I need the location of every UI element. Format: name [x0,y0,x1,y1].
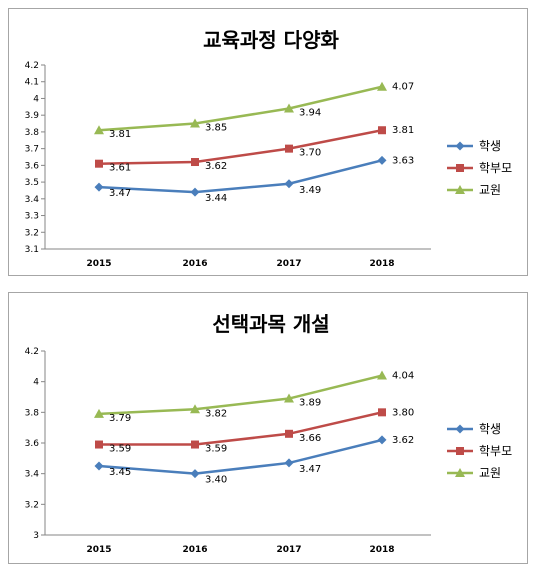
legend-marker-학생 [455,424,465,434]
data-point-교원 [190,118,200,128]
data-label-교원: 3.89 [299,398,321,409]
y-tick-label: 3.6 [25,439,40,449]
data-label-학생: 3.63 [392,155,414,166]
x-tick-label: 2018 [369,545,394,555]
data-point-학생 [94,182,104,192]
data-point-학부모 [378,408,386,417]
y-tick-label: 3.4 [25,470,40,480]
legend-entry-학생: 학생 [479,422,501,436]
chart-panel-elective-courses: 선택과목 개설 3 3.2 3.4 3.6 3.8 4 4.2 2015 2016 2017 2018… [8,292,528,564]
data-point-교원 [377,370,387,380]
x-tick-label: 2015 [86,545,111,555]
legend-marker-학부모 [456,164,464,172]
y-tick-label: 3.5 [25,178,39,188]
data-point-학부모 [95,440,103,449]
data-label-교원: 4.04 [392,371,414,382]
y-tick-label: 4 [33,378,39,388]
data-point-학생 [94,461,104,471]
data-point-학부모 [191,440,199,449]
data-point-학부모 [285,144,293,153]
data-point-학부모 [95,159,103,168]
data-label-학부모: 3.81 [392,125,414,136]
legend-entry-학부모: 학부모 [479,161,512,175]
data-label-학부모: 3.66 [299,433,321,444]
data-point-학부모 [191,158,199,167]
legend-entry-학부모: 학부모 [479,444,512,458]
data-point-교원 [94,125,104,135]
y-tick-label: 3.6 [25,161,40,171]
data-label-교원: 3.85 [205,123,227,134]
y-tick-label: 3.2 [25,500,39,510]
data-point-교원 [284,393,294,403]
data-label-학부모: 3.59 [109,444,131,455]
series-line-학생 [98,159,383,194]
data-label-학부모: 3.59 [205,444,227,455]
y-tick-label: 3.7 [25,145,39,155]
y-tick-label: 3.8 [25,128,40,138]
data-label-학생: 3.40 [205,475,227,486]
legend-marker-교원 [455,185,465,194]
data-label-교원: 3.81 [109,129,131,140]
data-point-학생 [377,155,387,165]
data-label-학생: 3.62 [392,435,414,446]
y-tick-label: 3.2 [25,228,39,238]
data-point-학생 [284,458,294,468]
data-label-학생: 3.44 [205,193,227,204]
data-label-교원: 3.82 [205,408,227,419]
y-tick-label: 4.2 [25,347,39,357]
y-tick-label: 3 [33,531,39,541]
data-point-학생 [190,187,200,197]
data-label-학생: 3.45 [109,467,131,478]
x-tick-label: 2015 [86,259,111,269]
data-point-학부모 [378,126,386,135]
legend-entry-교원: 교원 [479,183,501,197]
data-label-학생: 3.47 [299,464,321,475]
data-label-학부모: 3.62 [205,161,227,172]
chart-panel-curriculum-diversification: 교육과정 다양화 3.1 3.2 3.3 3.4 3.5 3.6 3.7 3.8 3.9 4 4.1 4… [8,8,528,276]
y-tick-label: 3.9 [25,111,40,121]
data-label-학생: 3.47 [109,188,131,199]
y-tick-label: 3.1 [25,245,39,255]
data-point-학생 [190,469,200,479]
x-tick-label: 2018 [369,259,394,269]
data-label-교원: 3.79 [109,413,131,424]
x-tick-label: 2016 [182,545,207,555]
line-chart-curriculum-diversification: 교육과정 다양화3.13.23.33.43.53.63.73.83.944.14… [25,28,512,269]
y-tick-label: 4.2 [25,61,39,71]
data-point-교원 [190,404,200,414]
data-point-학부모 [285,429,293,438]
legend-entry-학생: 학생 [479,139,501,153]
data-label-학생: 3.49 [299,185,321,196]
series-line-학부모 [99,411,383,446]
y-tick-label: 3.4 [25,195,40,205]
y-tick-label: 3.8 [25,408,40,418]
data-label-교원: 4.07 [392,82,414,93]
data-point-교원 [377,81,387,91]
x-tick-label: 2017 [276,259,301,269]
data-label-학부모: 3.70 [299,148,321,159]
data-label-학부모: 3.80 [392,407,414,418]
series-line-교원 [98,374,383,416]
data-point-학생 [377,435,387,445]
series-line-학생 [98,438,383,475]
y-tick-label: 4 [33,94,39,104]
series-line-학부모 [98,129,383,165]
chart-title: 교육과정 다양화 [203,28,339,52]
data-label-교원: 3.94 [299,107,321,118]
data-point-학생 [284,179,294,189]
data-point-교원 [284,103,294,113]
data-point-교원 [94,408,104,418]
series-line-교원 [98,85,383,132]
legend-marker-학생 [455,141,465,151]
x-tick-label: 2016 [182,259,207,269]
legend-marker-교원 [455,468,465,477]
data-label-학부모: 3.61 [109,163,131,174]
chart-title: 선택과목 개설 [212,312,329,336]
y-tick-label: 4.1 [25,78,39,88]
legend-marker-학부모 [456,447,464,455]
y-tick-label: 3.3 [25,212,39,222]
x-tick-label: 2017 [276,545,301,555]
legend-entry-교원: 교원 [479,466,501,480]
line-chart-elective-courses: 선택과목 개설 3 3.2 3.4 3.6 3.8 4 4.2 2015 2016 2017 2018… [25,312,512,555]
